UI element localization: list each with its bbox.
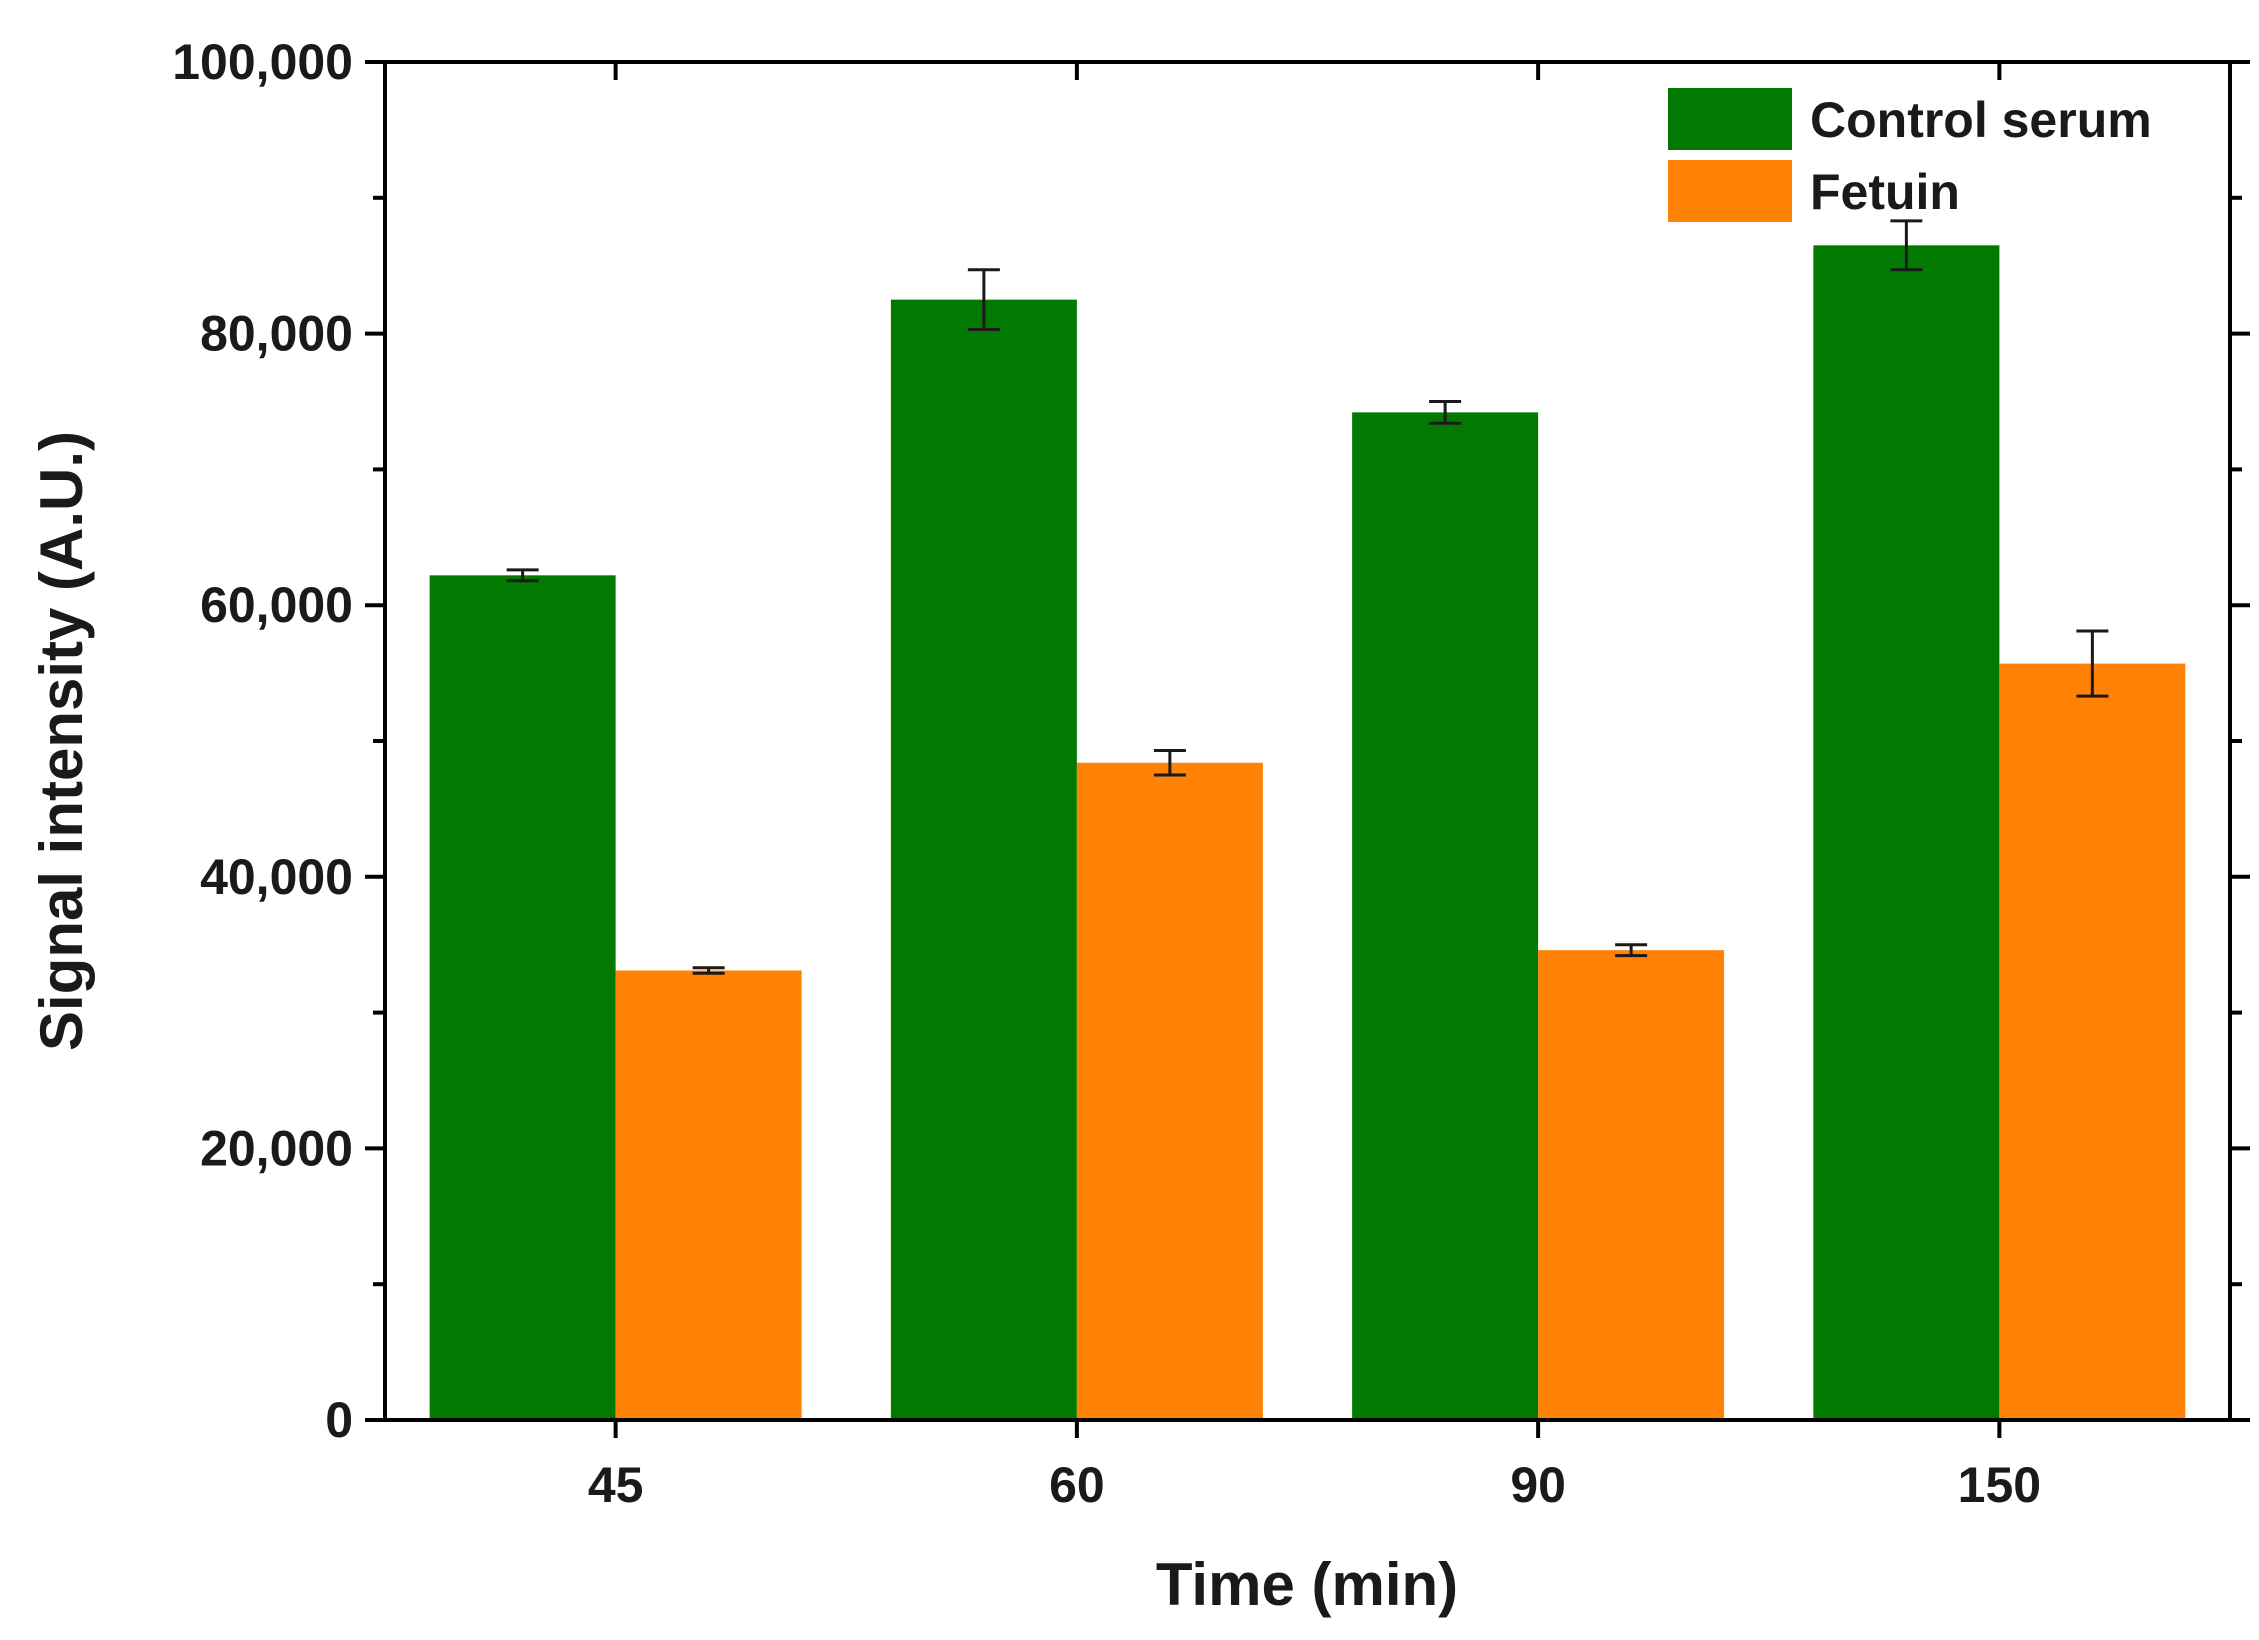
bar-control-serum-45 [429, 575, 616, 1420]
legend-item-control-serum: Control serum [1668, 88, 2152, 150]
x-tick-label: 150 [1958, 1457, 2041, 1513]
x-tick-label: 45 [588, 1457, 644, 1513]
error-bar-fetuin-45 [692, 966, 725, 975]
y-tick-label: 40,000 [200, 849, 353, 905]
legend-label: Fetuin [1810, 164, 1960, 220]
legend-label: Control serum [1810, 92, 2152, 148]
legend-swatch [1668, 160, 1792, 222]
bars-layer [429, 245, 2186, 1421]
error-bar-fetuin-90 [1615, 943, 1648, 958]
x-axis-title: Time (min) [1156, 1551, 1458, 1618]
y-axis-title: Signal intensity (A.U.) [28, 431, 95, 1051]
x-axis: 45 60 90 150 [588, 62, 2041, 1513]
error-bar-control-serum-45 [506, 568, 539, 583]
error-bar-fetuin-150 [2076, 629, 2109, 698]
legend-swatch [1668, 88, 1792, 150]
error-bars-layer [506, 219, 2109, 975]
error-bar-fetuin-60 [1153, 749, 1186, 777]
bar-fetuin-60 [1076, 762, 1263, 1420]
y-axis: 0 20,000 40,000 60,000 80,000 100,000 [172, 34, 2250, 1448]
bar-fetuin-90 [1538, 950, 1725, 1420]
y-tick-label: 60,000 [200, 577, 353, 633]
bar-fetuin-150 [1999, 663, 2186, 1420]
y-tick-label: 20,000 [200, 1120, 353, 1176]
legend-item-fetuin: Fetuin [1668, 160, 1960, 222]
error-bar-control-serum-90 [1429, 400, 1462, 425]
bar-control-serum-60 [890, 299, 1077, 1420]
error-bar-control-serum-150 [1890, 219, 1923, 272]
legend: Control serum Fetuin [1668, 88, 2152, 222]
bar-control-serum-90 [1352, 412, 1539, 1420]
error-bar-control-serum-60 [967, 268, 1000, 332]
y-tick-label: 80,000 [200, 306, 353, 362]
bar-control-serum-150 [1813, 245, 2000, 1421]
bar-fetuin-45 [615, 970, 802, 1420]
y-tick-label: 100,000 [172, 34, 353, 90]
x-tick-label: 60 [1049, 1457, 1105, 1513]
y-tick-label: 0 [325, 1392, 353, 1448]
x-tick-label: 90 [1510, 1457, 1566, 1513]
